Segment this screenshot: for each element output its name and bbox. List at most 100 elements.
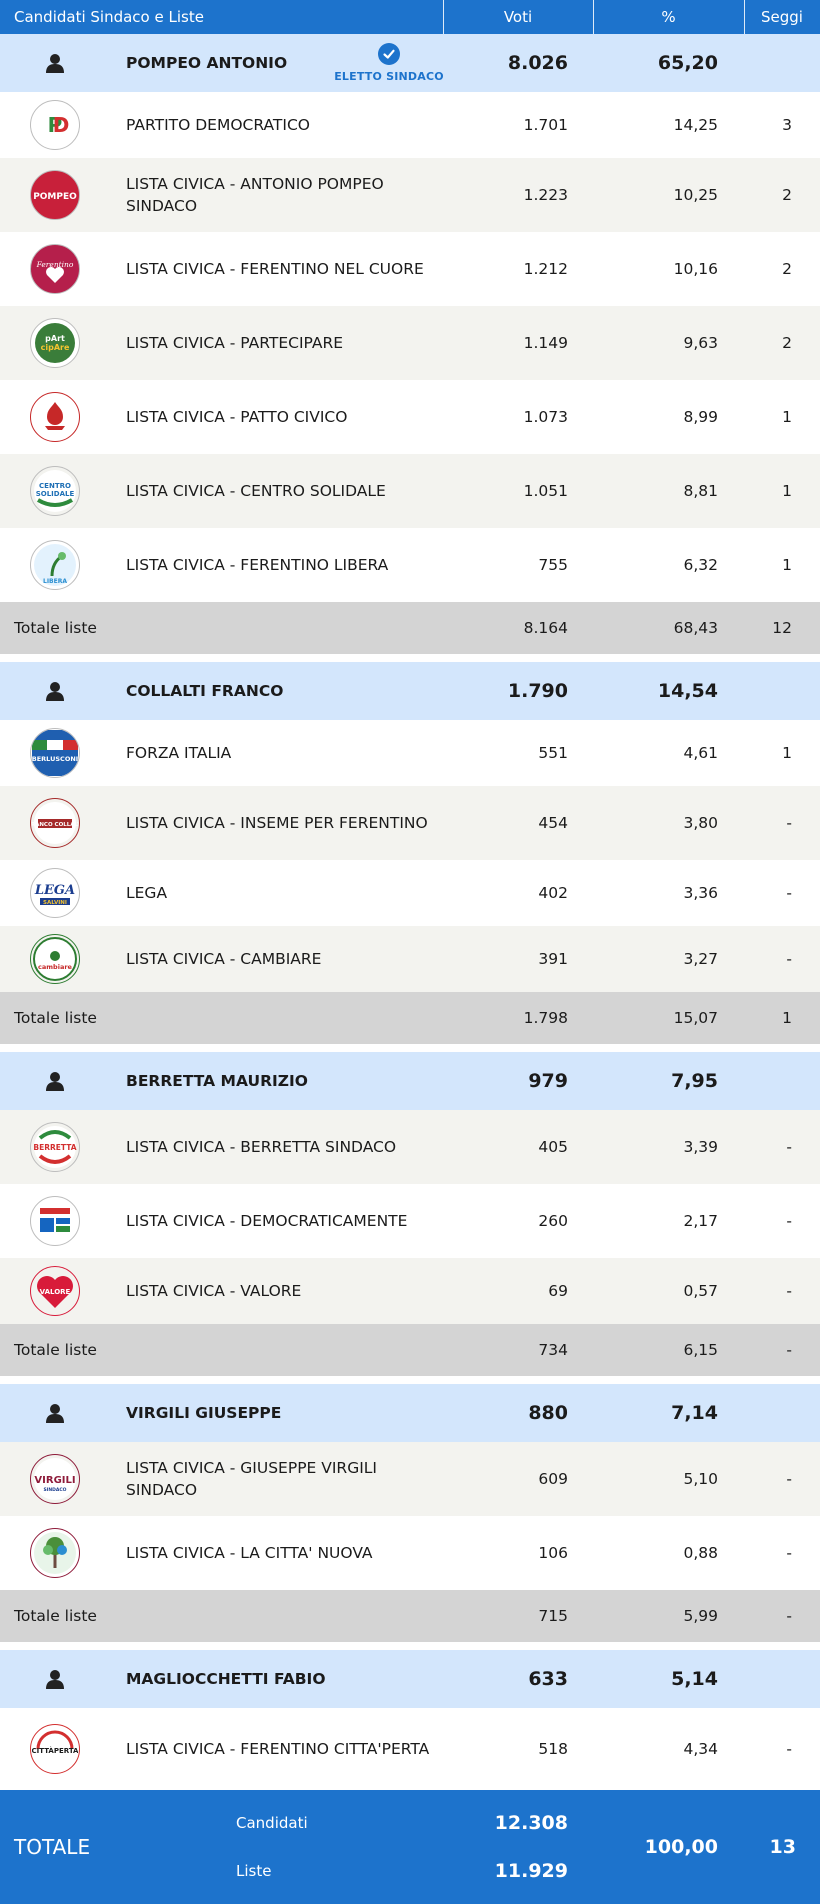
grand-total-percent: 100,00 <box>644 1836 718 1858</box>
svg-text:cipAre: cipAre <box>41 343 70 352</box>
list-votes: 1.073 <box>523 408 568 426</box>
list-name: PARTITO DEMOCRATICO <box>126 116 310 134</box>
list-percent: 3,36 <box>683 884 718 902</box>
list-seats: - <box>786 884 792 902</box>
candidate-percent: 14,54 <box>657 680 718 702</box>
candidate-votes: 979 <box>528 1070 568 1092</box>
list-percent: 0,57 <box>683 1282 718 1300</box>
grand-total-seats: 13 <box>769 1836 796 1858</box>
list-name: LISTA CIVICA - VALORE <box>126 1282 302 1300</box>
totals-votes: 1.798 <box>523 1009 568 1027</box>
list-seats: - <box>786 1740 792 1758</box>
candidati-label: Candidati <box>236 1814 308 1832</box>
list-name: LISTA CIVICA - BERRETTA SINDACO <box>126 1138 397 1156</box>
totals-percent: 5,99 <box>683 1607 718 1625</box>
svg-text:CITTÀPERTA: CITTÀPERTA <box>32 1746 78 1755</box>
virgili-logo: VIRGILI SINDACO <box>30 1454 80 1504</box>
list-percent: 6,32 <box>683 556 718 574</box>
list-name: LISTA CIVICA - PARTECIPARE <box>126 334 344 352</box>
candidate-percent: 7,95 <box>671 1070 718 1092</box>
list-percent: 8,99 <box>683 408 718 426</box>
list-seats: 1 <box>782 744 792 762</box>
list-votes: 1.223 <box>523 186 568 204</box>
list-votes: 402 <box>538 884 568 902</box>
list-percent: 3,80 <box>683 814 718 832</box>
candidate-name: MAGLIOCCHETTI FABIO <box>126 1670 326 1688</box>
list-votes: 454 <box>538 814 568 832</box>
list-votes: 755 <box>538 556 568 574</box>
list-percent: 9,63 <box>683 334 718 352</box>
ferentino-cuore-logo: Ferentino <box>30 244 80 294</box>
list-votes: 1.051 <box>523 482 568 500</box>
liste-label: Liste <box>236 1862 272 1880</box>
list-votes: 1.701 <box>523 116 568 134</box>
lega-logo: LEGA SALVINI <box>30 868 80 918</box>
candidate-row: COLLALTI FRANCO 1.790 14,54 <box>0 662 820 720</box>
list-votes: 391 <box>538 950 568 968</box>
valore-logo: VALORE <box>30 1266 80 1316</box>
candidate-votes: 1.790 <box>507 680 568 702</box>
list-percent: 4,61 <box>683 744 718 762</box>
svg-text:SINDACO: SINDACO <box>43 1487 66 1493</box>
list-name: LISTA CIVICA - PATTO CIVICO <box>126 408 348 426</box>
list-row: CITTÀPERTA LISTA CIVICA - FERENTINO CITT… <box>0 1708 820 1790</box>
list-seats: - <box>786 814 792 832</box>
list-seats: 2 <box>782 260 792 278</box>
person-icon <box>0 34 110 92</box>
list-name: FORZA ITALIA <box>126 744 232 762</box>
list-votes: 518 <box>538 1740 568 1758</box>
list-name: LISTA CIVICA - CAMBIARE <box>126 950 322 968</box>
totals-seats: - <box>786 1341 792 1359</box>
list-seats: - <box>786 1544 792 1562</box>
totals-votes: 715 <box>538 1607 568 1625</box>
list-seats: - <box>786 1470 792 1488</box>
totals-votes: 8.164 <box>523 619 568 637</box>
citta-nuova-logo <box>30 1528 80 1578</box>
totals-label: Totale liste <box>14 619 97 637</box>
ferentino-libera-logo: LIBERA <box>30 540 80 590</box>
list-seats: - <box>786 1282 792 1300</box>
list-seats: - <box>786 950 792 968</box>
header-pct: % <box>661 8 676 26</box>
svg-text:Ferentino: Ferentino <box>36 260 74 269</box>
list-seats: 1 <box>782 408 792 426</box>
totals-seats: 12 <box>772 619 792 637</box>
list-name: LISTA CIVICA - ANTONIO POMPEO SINDACO <box>126 175 384 215</box>
elected-badge: ELETTO SINDACO <box>330 34 448 92</box>
list-votes: 609 <box>538 1470 568 1488</box>
header-divider <box>443 0 444 34</box>
berretta-logo: BERRETTA <box>30 1122 80 1172</box>
svg-text:VALORE: VALORE <box>40 1288 71 1296</box>
candidate-name: BERRETTA MAURIZIO <box>126 1072 308 1090</box>
list-percent: 2,17 <box>683 1212 718 1230</box>
candidate-votes: 8.026 <box>507 52 568 74</box>
list-percent: 4,34 <box>683 1740 718 1758</box>
candidati-votes: 12.308 <box>494 1812 568 1834</box>
list-votes: 69 <box>548 1282 568 1300</box>
svg-text:cambiare: cambiare <box>38 963 72 971</box>
svg-text:POMPEO: POMPEO <box>33 192 77 202</box>
header-candidates-lists: Candidati Sindaco e Liste <box>14 8 204 26</box>
totals-label: Totale liste <box>14 1009 97 1027</box>
person-icon <box>0 1650 110 1708</box>
totals-percent: 15,07 <box>673 1009 718 1027</box>
header-seggi: Seggi <box>761 8 803 26</box>
liste-votes: 11.929 <box>494 1860 568 1882</box>
centro-solidale-logo: CENTRO SOLIDALE <box>30 466 80 516</box>
svg-text:P: P <box>48 113 63 137</box>
list-seats: - <box>786 1138 792 1156</box>
candidate-row: VIRGILI GIUSEPPE 880 7,14 <box>0 1384 820 1442</box>
totals-seats: 1 <box>782 1009 792 1027</box>
list-row: FRANCO COLLALTI LISTA CIVICA - INSEME PE… <box>0 786 820 860</box>
pompeo-logo: POMPEO <box>30 170 80 220</box>
list-name: LISTA CIVICA - INSEME PER FERENTINO <box>126 814 428 832</box>
list-row: BERLUSCONI FORZA ITALIA 551 4,61 1 <box>0 720 820 786</box>
candidate-percent: 65,20 <box>657 52 718 74</box>
svg-text:FRANCO COLLALTI: FRANCO COLLALTI <box>32 822 78 828</box>
person-icon <box>0 1052 110 1110</box>
list-name: LISTA CIVICA - FERENTINO NEL CUORE <box>126 260 424 278</box>
header-divider <box>744 0 745 34</box>
svg-text:CENTRO: CENTRO <box>39 482 71 490</box>
